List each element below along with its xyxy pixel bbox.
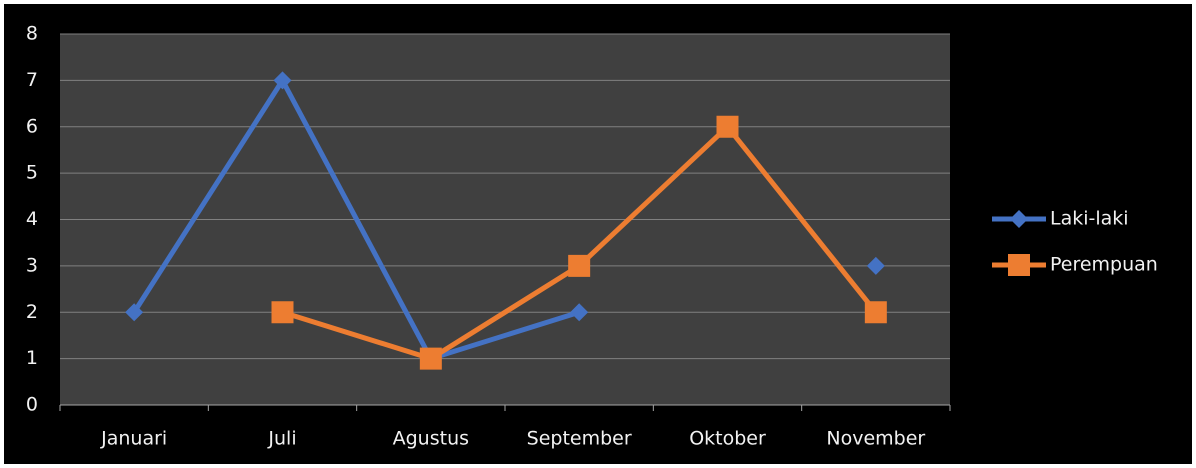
marker xyxy=(866,256,885,275)
marker xyxy=(273,71,292,90)
y-tick-label: 0 xyxy=(26,394,38,416)
x-tick-label: Oktober xyxy=(689,428,766,450)
y-tick-label: 5 xyxy=(26,162,38,184)
marker xyxy=(864,301,887,324)
y-tick-label: 4 xyxy=(26,208,38,230)
legend-marker xyxy=(1008,254,1030,276)
y-tick-label: 6 xyxy=(26,115,38,137)
x-tick-label: Agustus xyxy=(393,428,469,450)
legend-marker xyxy=(1010,210,1028,228)
y-tick-label: 3 xyxy=(26,254,38,276)
marker xyxy=(568,254,591,277)
y-tick-label: 2 xyxy=(26,301,38,323)
marker xyxy=(271,301,294,324)
x-tick-label: Januari xyxy=(100,428,167,450)
y-tick-label: 7 xyxy=(26,69,38,91)
marker xyxy=(570,303,589,322)
y-tick-label: 8 xyxy=(26,23,38,45)
marker xyxy=(716,115,739,138)
x-tick-label: November xyxy=(826,428,925,450)
marker xyxy=(125,303,144,322)
x-tick-label: September xyxy=(527,428,632,450)
x-tick-label: Juli xyxy=(267,428,296,450)
y-tick-label: 1 xyxy=(26,347,38,369)
legend-label: Laki-laki xyxy=(1050,208,1129,230)
marker xyxy=(419,347,442,370)
legend-label: Perempuan xyxy=(1050,254,1158,276)
